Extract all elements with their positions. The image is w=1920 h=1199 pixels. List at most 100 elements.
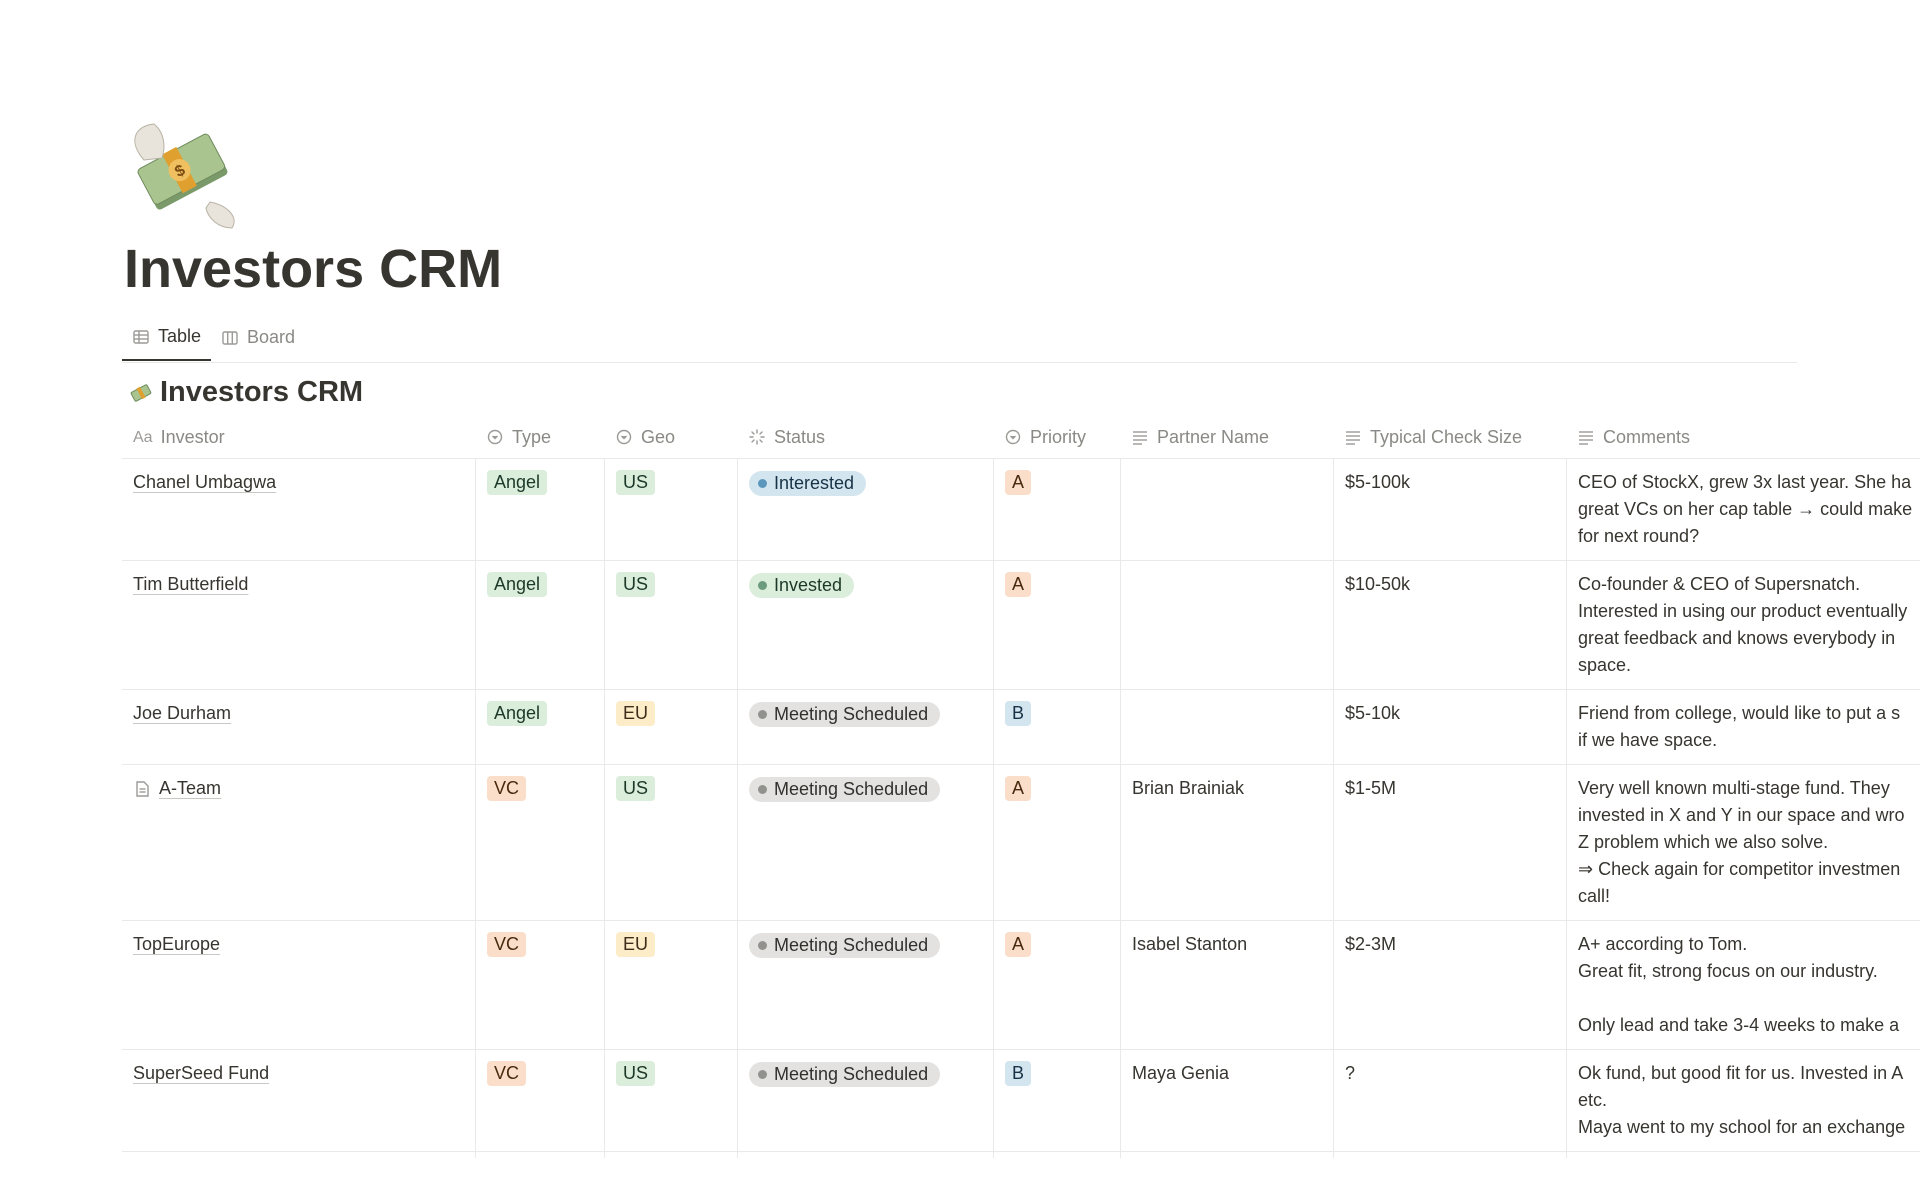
view-tab[interactable]: Board xyxy=(211,320,305,361)
geo-cell: US xyxy=(604,765,737,920)
table-row: Joe Durham Angel EU Meeting Scheduled B $5-10… xyxy=(122,690,1920,765)
type-tag-text: Angel xyxy=(494,574,541,594)
type-tag: VC xyxy=(487,932,527,957)
status-pill: Interested xyxy=(749,471,867,496)
type-tag-text: Angel xyxy=(494,703,541,723)
partner-cell: Maya Genia xyxy=(1120,1050,1333,1151)
check-cell: $2-3M xyxy=(1333,921,1566,1049)
geo-tag-text: EU xyxy=(623,934,649,954)
comment-line: space. xyxy=(1578,655,1632,675)
comments-cell: Very well known multi-stage fund. They in… xyxy=(1566,765,1920,920)
table-row: SuperSeed Fund VC US Meeting Scheduled B Maya… xyxy=(122,1050,1920,1152)
investor-name[interactable]: Tim Butterfield xyxy=(133,571,248,598)
comment-line: Only lead and take 3-4 weeks to make a xyxy=(1578,1015,1900,1035)
status-pill-text: Meeting Scheduled xyxy=(774,935,929,955)
priority-tag-text: A xyxy=(1012,934,1025,954)
column-icon xyxy=(749,429,765,445)
view-tab[interactable]: Table xyxy=(122,320,212,361)
type-tag: VC xyxy=(487,1061,527,1086)
column-header: Type xyxy=(475,424,604,451)
status-dot xyxy=(758,941,767,950)
comment-paragraph: A+ according to Tom. Great fit, strong fo… xyxy=(1578,931,1920,985)
status-pill: Meeting Scheduled xyxy=(749,777,941,802)
geo-cell: US xyxy=(604,459,737,560)
comment-line: invested in X and Y in our space and wro xyxy=(1578,805,1905,825)
investor-name[interactable]: Joe Durham xyxy=(133,700,231,727)
investor-name[interactable]: SuperSeed Fund xyxy=(133,1060,269,1087)
column-header: Partner Name xyxy=(1120,424,1333,451)
column-name: Investor xyxy=(160,426,225,447)
comment-line: Great fit, strong focus on our industry. xyxy=(1578,961,1878,981)
type-tag-text: VC xyxy=(494,934,520,954)
check-cell: $5-10k xyxy=(1333,690,1566,764)
geo-tag-text: US xyxy=(623,472,649,492)
check-size: $2-3M xyxy=(1345,934,1397,954)
database-icon xyxy=(130,383,152,402)
status-cell: Interested xyxy=(737,459,993,560)
comment-line: Co-founder & CEO of Supersnatch. xyxy=(1578,574,1861,594)
status-cell: Meeting Scheduled xyxy=(737,921,993,1049)
column-header: Typical Check Size xyxy=(1333,424,1566,451)
geo-cell: US xyxy=(604,1050,737,1151)
comments-cell: A+ according to Tom. Great fit, strong fo… xyxy=(1566,921,1920,1049)
comments-cell: Co-founder & CEO of Supersnatch. Interest… xyxy=(1566,561,1920,689)
comment-line: call! xyxy=(1578,886,1611,906)
status-pill-text: Interested xyxy=(774,473,855,493)
priority-tag: A xyxy=(1005,572,1032,597)
tab-label: Table xyxy=(158,326,202,346)
comments-cell: Ok fund, but good fit for us. Invested i… xyxy=(1566,1050,1920,1151)
type-tag-text: Angel xyxy=(494,472,541,492)
comment-line: Z problem which we also solve. xyxy=(1578,832,1829,852)
geo-tag: US xyxy=(616,572,656,597)
geo-tag: US xyxy=(616,470,656,495)
check-cell: ? xyxy=(1333,1050,1566,1151)
table-row: The MVCUSNeed IntroCNeed to research$200… xyxy=(122,1152,1920,1158)
comment-line: great VCs on her cap table → could make xyxy=(1578,499,1913,519)
partner-name: Brian Brainiak xyxy=(1132,778,1245,798)
geo-tag: US xyxy=(616,776,656,801)
status-pill-text: Meeting Scheduled xyxy=(774,704,929,724)
type-tag-text: VC xyxy=(494,1063,520,1083)
comment-line: A+ according to Tom. xyxy=(1578,934,1748,954)
geo-cell: EU xyxy=(604,921,737,1049)
type-cell: Angel xyxy=(475,459,604,560)
investor-cell: The M xyxy=(122,1152,475,1158)
geo-cell: US xyxy=(604,561,737,689)
priority-cell: A xyxy=(993,921,1120,1049)
priority-tag-text: B xyxy=(1012,703,1025,723)
type-cell: VC xyxy=(475,1050,604,1151)
priority-cell: A xyxy=(993,459,1120,560)
column-icon xyxy=(616,429,632,445)
table: Aa Investor Type Geo Status Priority Partner N… xyxy=(122,416,1920,1158)
status-pill: Meeting Scheduled xyxy=(749,702,941,727)
investor-name[interactable]: Chanel Umbagwa xyxy=(133,469,276,496)
comment-paragraph: Friend from college, would like to put a… xyxy=(1578,700,1920,754)
column-name: Geo xyxy=(641,426,676,447)
investor-name[interactable]: TopEurope xyxy=(133,931,220,958)
column-header: Priority xyxy=(993,424,1120,451)
geo-tag-text: US xyxy=(623,778,649,798)
investor-cell: Joe Durham xyxy=(122,690,475,764)
investor-name[interactable]: A-Team xyxy=(133,775,221,802)
type-cell: VC xyxy=(475,1152,604,1158)
check-size: $10-50k xyxy=(1345,574,1411,594)
column-header: Geo xyxy=(604,424,737,451)
database-title-text: Investors CRM xyxy=(160,376,364,408)
priority-tag: A xyxy=(1005,776,1032,801)
priority-tag: A xyxy=(1005,470,1032,495)
geo-tag-text: EU xyxy=(623,703,649,723)
header-row: Aa Investor Type Geo Status Priority Partner N… xyxy=(122,416,1920,459)
priority-tag-text: A xyxy=(1012,778,1025,798)
status-pill: Meeting Scheduled xyxy=(749,1062,941,1087)
comment-paragraph: Very well known multi-stage fund. They in… xyxy=(1578,775,1920,910)
status-cell: Meeting Scheduled xyxy=(737,690,993,764)
partner-name: Isabel Stanton xyxy=(1132,934,1248,954)
comment-line: Interested in using our product eventual… xyxy=(1578,601,1908,621)
table-row: A-Team VC US Meeting Scheduled A Brian Braini… xyxy=(122,765,1920,921)
column-name: Type xyxy=(512,426,552,447)
partner-cell xyxy=(1120,561,1333,689)
column-header: Aa Investor xyxy=(122,424,475,451)
partner-cell: Need to research xyxy=(1120,1152,1333,1158)
column-header: Comments xyxy=(1566,424,1920,451)
comments-cell: CEO of StockX, grew 3x last year. She ha… xyxy=(1566,459,1920,560)
